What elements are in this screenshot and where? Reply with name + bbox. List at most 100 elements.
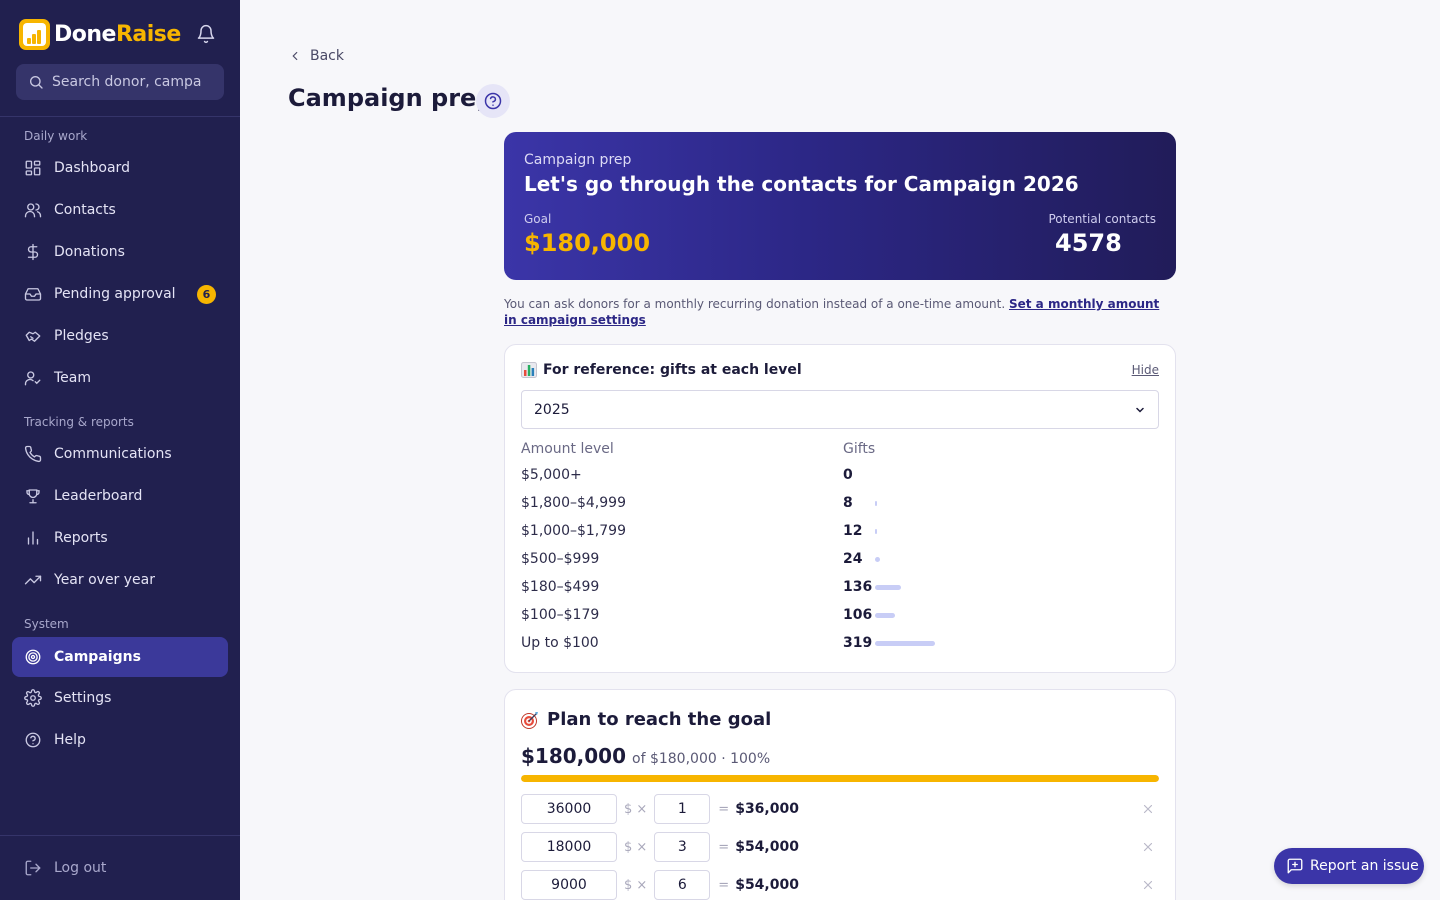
report-issue-button[interactable]: Report an issue <box>1274 848 1424 884</box>
sidebar-item-campaigns[interactable]: Campaigns <box>12 637 228 677</box>
gift-level-amount: $500–$999 <box>521 551 600 567</box>
gift-level-amount: $1,800–$4,999 <box>521 495 626 511</box>
sidebar-item-label: Team <box>54 370 92 386</box>
gift-level-count: 8 <box>843 495 853 511</box>
search-input[interactable] <box>52 74 202 90</box>
gift-level-amount: Up to $100 <box>521 635 599 651</box>
dart-target-emoji-icon <box>521 711 538 729</box>
target-icon <box>25 649 41 665</box>
help-circle-icon <box>25 732 41 748</box>
goal-progress-bar <box>521 775 1159 782</box>
chevron-down-icon <box>1136 407 1144 413</box>
hero-title: Let's go through the contacts for Campai… <box>524 172 1079 196</box>
amount-level-header: Amount level <box>521 441 614 457</box>
gift-quantity-input[interactable] <box>654 794 711 824</box>
row-subtotal: $54,000 <box>735 877 799 893</box>
gift-level-bar <box>875 528 877 534</box>
gift-amount-input[interactable] <box>521 832 617 862</box>
bell-icon[interactable] <box>196 24 216 44</box>
hide-gift-levels-link[interactable]: Hide <box>1131 363 1159 377</box>
gift-amount-input[interactable] <box>521 794 617 824</box>
chevron-left-icon <box>292 51 298 61</box>
sidebar-item-settings[interactable]: Settings <box>12 678 228 718</box>
gift-level-count: 24 <box>843 551 863 567</box>
page-help-button[interactable] <box>476 84 510 118</box>
gift-levels-title: For reference: gifts at each level <box>521 362 802 378</box>
sidebar-divider <box>0 116 240 117</box>
plan-total-amount: $180,000 <box>521 744 627 768</box>
year-select[interactable]: 2025 <box>521 390 1159 429</box>
sidebar-item-label: Dashboard <box>54 160 130 176</box>
sidebar-item-team[interactable]: Team <box>12 358 228 398</box>
equals-label: = <box>718 839 730 855</box>
report-issue-label: Report an issue <box>1310 858 1419 874</box>
page-title: Campaign prep <box>288 84 494 112</box>
campaign-settings-link[interactable]: Set a monthly amount in campaign setting… <box>504 297 1160 327</box>
sidebar-item-communications[interactable]: Communications <box>12 434 228 474</box>
hero-kicker: Campaign prep <box>524 152 632 168</box>
gift-level-row: $1,800–$4,999 8 <box>521 489 1159 517</box>
sidebar-item-label: Pledges <box>54 328 109 344</box>
plan-total-of-goal: of $180,000 · 100% <box>632 751 771 767</box>
goal-label: Goal <box>524 212 552 226</box>
back-link[interactable]: Back <box>288 48 344 64</box>
close-icon[interactable] <box>1141 878 1155 892</box>
monthly-donation-note: You can ask donors for a monthly recurri… <box>504 296 1176 328</box>
gift-quantity-input[interactable] <box>654 870 711 900</box>
back-label: Back <box>310 48 344 64</box>
goal-progress-fill <box>521 775 1159 782</box>
sidebar-item-contacts[interactable]: Contacts <box>12 190 228 230</box>
handshake-icon <box>25 331 41 342</box>
sidebar-item-label: Pending approval <box>54 286 176 302</box>
section-label-system: System <box>24 617 69 631</box>
gift-amount-input[interactable] <box>521 870 617 900</box>
close-icon[interactable] <box>1141 802 1155 816</box>
bar-chart-icon <box>27 531 39 545</box>
currency-times-label: $ × <box>624 801 648 817</box>
sidebar-item-help[interactable]: Help <box>12 720 228 760</box>
gift-level-count: 12 <box>843 523 863 539</box>
brand-logo[interactable]: DoneRaise <box>19 18 181 50</box>
sidebar-item-label: Help <box>54 732 86 748</box>
sidebar-item-dashboard[interactable]: Dashboard <box>12 148 228 188</box>
users-icon <box>24 203 42 218</box>
section-label-daily-work: Daily work <box>24 129 88 143</box>
plan-row: $ × = $54,000 <box>521 832 1159 862</box>
phone-icon <box>24 445 42 463</box>
sidebar-item-label: Contacts <box>54 202 116 218</box>
gift-level-row: Up to $100 319 <box>521 629 1159 657</box>
close-icon[interactable] <box>1141 840 1155 854</box>
currency-times-label: $ × <box>624 877 648 893</box>
gift-level-count: 319 <box>843 635 873 651</box>
plan-row: $ × = $54,000 <box>521 870 1159 900</box>
logout-button[interactable]: Log out <box>12 848 228 888</box>
equals-label: = <box>718 877 730 893</box>
gift-level-count: 136 <box>843 579 873 595</box>
gift-level-amount: $180–$499 <box>521 579 600 595</box>
gift-quantity-input[interactable] <box>654 832 711 862</box>
sidebar-item-pending-approval[interactable]: Pending approval 6 <box>12 274 228 314</box>
gift-level-row: $180–$499 136 <box>521 573 1159 601</box>
logout-icon <box>25 860 41 876</box>
potential-contacts-label: Potential contacts <box>1048 212 1156 226</box>
message-plus-icon <box>1287 858 1303 874</box>
sidebar-item-year-over-year[interactable]: Year over year <box>12 560 228 600</box>
gift-level-row: $1,000–$1,799 12 <box>521 517 1159 545</box>
gift-level-count: 106 <box>843 607 873 623</box>
sidebar-item-pledges[interactable]: Pledges <box>12 316 228 356</box>
gift-level-row: $500–$999 24 <box>521 545 1159 573</box>
logout-label: Log out <box>54 860 107 876</box>
currency-times-label: $ × <box>624 839 648 855</box>
sidebar-item-label: Leaderboard <box>54 488 143 504</box>
plan-title: Plan to reach the goal <box>521 709 771 730</box>
sidebar-item-label: Donations <box>54 244 125 260</box>
search-icon <box>30 76 43 89</box>
potential-contacts-count: 4578 <box>1055 229 1122 257</box>
gift-level-amount: $1,000–$1,799 <box>521 523 626 539</box>
row-subtotal: $36,000 <box>735 801 799 817</box>
search-box[interactable] <box>16 64 224 100</box>
sidebar-item-reports[interactable]: Reports <box>12 518 228 558</box>
sidebar-item-leaderboard[interactable]: Leaderboard <box>12 476 228 516</box>
gifts-header: Gifts <box>843 441 876 457</box>
sidebar-item-donations[interactable]: Donations <box>12 232 228 272</box>
